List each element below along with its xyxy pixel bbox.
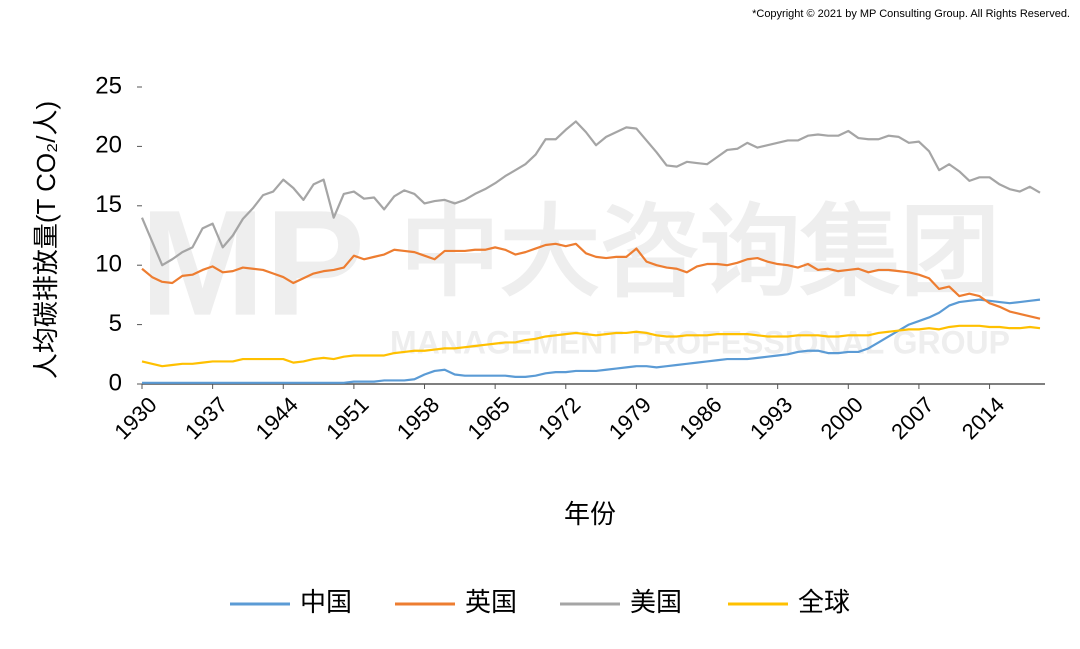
series-line [141,242,1041,320]
x-tick-label: 1979 [604,392,656,444]
x-tick-label: 1937 [180,392,232,444]
x-tick-label: 1958 [392,392,444,444]
x-tick-label: 2014 [957,392,1009,444]
legend-label: 英国 [465,587,517,617]
x-tick-label: 1944 [251,392,303,444]
y-axis-label: 人均碳排放量(T CO₂/人) [31,101,61,379]
x-tick-label: 2000 [816,392,868,444]
y-tick-label: 25 [95,72,122,99]
y-tick-label: 0 [109,369,122,396]
series-line [142,298,1041,384]
y-tick-label: 15 [95,191,122,218]
y-tick-label: 10 [95,251,122,278]
x-tick-label: 1930 [109,392,161,444]
series-line [141,324,1041,368]
series-line [140,120,1041,267]
x-axis-label: 年份 [564,499,616,529]
y-tick-label: 20 [95,132,122,159]
legend-label: 美国 [630,587,682,617]
legend-label: 中国 [300,587,352,617]
x-tick-label: 2007 [886,392,938,444]
x-tick-label: 1993 [745,392,797,444]
legend-label: 全球 [798,587,850,617]
y-tick-label: 5 [109,310,122,337]
x-tick-label: 1972 [533,392,585,444]
x-tick-label: 1986 [674,392,726,444]
watermark-logo: MP [140,179,365,347]
watermark-cn: 中大咨询集团 [400,196,1000,308]
copyright: *Copyright © 2021 by MP Consulting Group… [752,8,1070,20]
x-tick-label: 1965 [462,392,514,444]
x-tick-label: 1951 [321,392,373,444]
